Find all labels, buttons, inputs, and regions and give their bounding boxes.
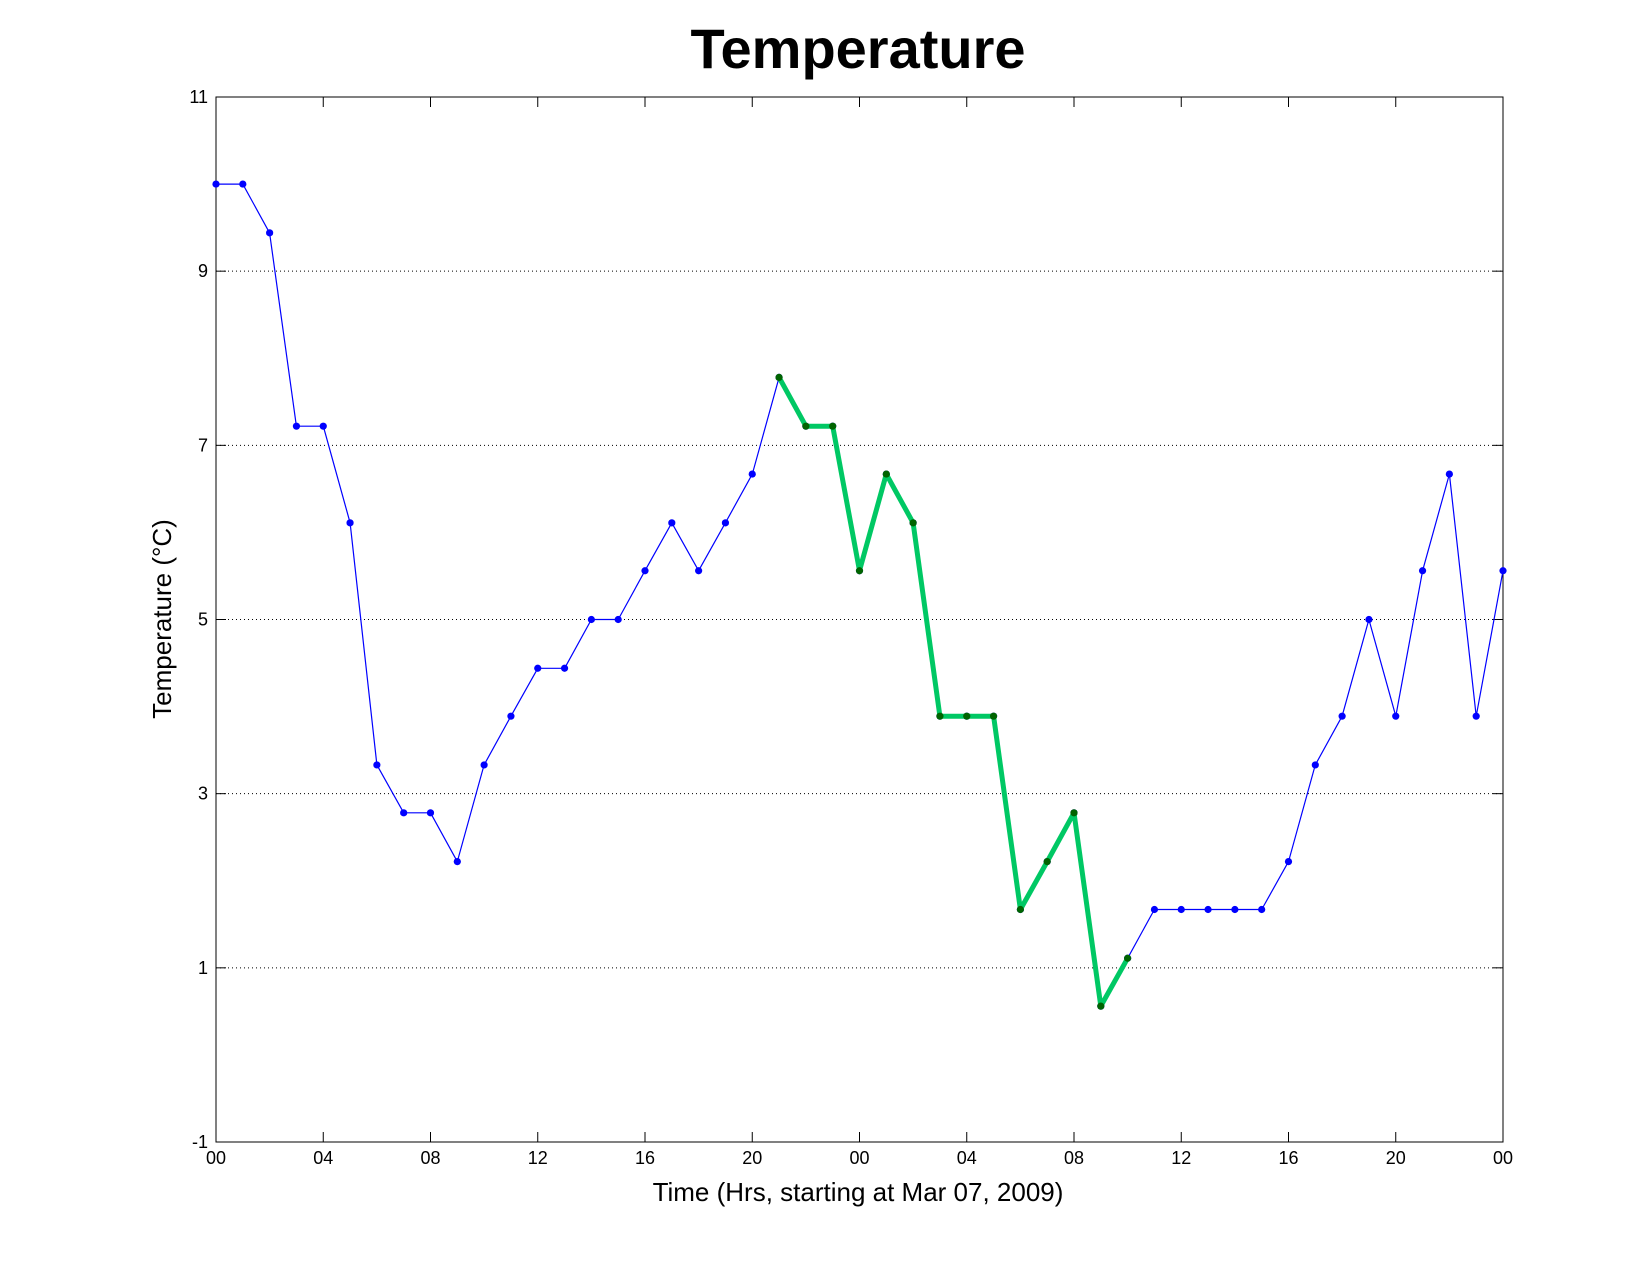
- data-point: [346, 519, 354, 527]
- data-point: [882, 470, 890, 478]
- data-point: [1043, 857, 1051, 866]
- data-point: [1445, 470, 1453, 478]
- data-point: [453, 857, 461, 866]
- x-axis-label: Time (Hrs, starting at Mar 07, 2009): [653, 1177, 1064, 1207]
- x-tick-label: 12: [1171, 1148, 1191, 1168]
- plot-area-frame: [215, 96, 1504, 1143]
- data-point: [989, 712, 998, 720]
- data-point: [668, 519, 676, 527]
- y-axis-label: Temperature (°C): [147, 519, 177, 719]
- data-point: [1070, 809, 1078, 817]
- data-point: [855, 567, 864, 575]
- y-tick-label: -1: [192, 1132, 208, 1152]
- data-point: [560, 664, 569, 672]
- data-point: [587, 615, 595, 624]
- data-point: [1472, 712, 1480, 720]
- data-point: [1124, 954, 1132, 962]
- y-tick-label: 11: [189, 87, 208, 107]
- x-tick-label: 16: [1278, 1148, 1298, 1168]
- data-point: [1204, 905, 1212, 914]
- data-point: [721, 519, 730, 527]
- data-point: [748, 470, 756, 478]
- data-point: [1150, 905, 1159, 914]
- x-tick-label: 20: [1386, 1148, 1406, 1168]
- data-point: [1418, 567, 1427, 575]
- grid-lines: [216, 270, 1503, 969]
- data-point: [641, 567, 649, 575]
- y-tick-label: 3: [198, 784, 208, 804]
- y-tick-label: 9: [198, 261, 208, 281]
- data-point: [400, 809, 408, 817]
- data-point: [802, 422, 810, 430]
- data-point: [1284, 857, 1293, 866]
- data-point: [1016, 905, 1024, 914]
- data-point: [212, 180, 220, 188]
- y-tick-label: 5: [198, 610, 208, 630]
- chart-title: Temperature: [690, 17, 1025, 80]
- data-point: [1365, 615, 1373, 624]
- data-point: [507, 712, 515, 720]
- data-point: [1392, 712, 1400, 720]
- y-tick-label: 1: [198, 958, 208, 978]
- data-point: [1097, 1002, 1105, 1010]
- data-point: [480, 761, 488, 769]
- data-point: [775, 373, 783, 382]
- data-point: [239, 180, 247, 188]
- x-tick-label: 08: [1064, 1148, 1084, 1168]
- data-point: [426, 809, 435, 817]
- data-point: [695, 567, 703, 575]
- data-point: [829, 422, 837, 430]
- x-tick-label: 00: [1493, 1148, 1513, 1168]
- data-point: [1177, 905, 1185, 914]
- x-tick-label: 04: [313, 1148, 333, 1168]
- data-point: [1338, 712, 1346, 720]
- data-point: [1311, 761, 1319, 769]
- data-point: [534, 664, 542, 672]
- x-tick-label: 08: [420, 1148, 440, 1168]
- data-point: [373, 761, 381, 769]
- data-point: [292, 422, 301, 430]
- axis-ticks: -1 1 3 5 7 9 11 00 04 08 12 16 20 00 04 08 12 16 20 00: [189, 87, 1513, 1168]
- data-point: [266, 229, 274, 237]
- x-tick-label: 04: [957, 1148, 977, 1168]
- x-tick-label: 12: [528, 1148, 548, 1168]
- data-point: [1258, 905, 1266, 914]
- data-point: [963, 712, 971, 720]
- data-point: [319, 422, 327, 430]
- x-tick-label: 00: [849, 1148, 869, 1168]
- data-point: [909, 519, 917, 527]
- data-point: [1499, 567, 1507, 575]
- data-point: [614, 615, 622, 624]
- y-tick-label: 7: [198, 435, 208, 455]
- series-line-0: [216, 183, 1504, 1007]
- data-point: [1231, 905, 1239, 914]
- x-tick-label: 16: [635, 1148, 655, 1168]
- x-tick-label: 00: [206, 1148, 226, 1168]
- x-tick-label: 20: [742, 1148, 762, 1168]
- series-line-1: [776, 376, 1130, 1009]
- data-point: [936, 712, 944, 720]
- data-series: [212, 180, 1507, 1010]
